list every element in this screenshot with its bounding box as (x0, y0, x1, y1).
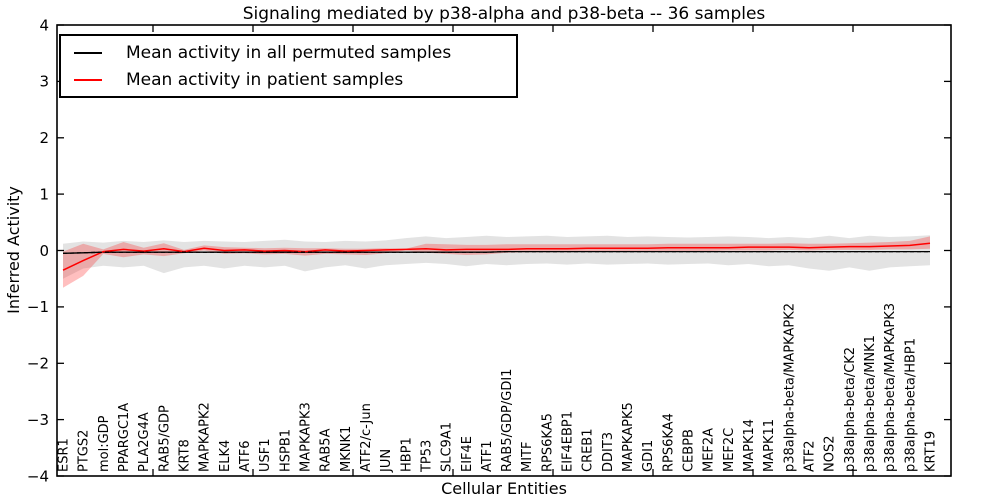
x-tick-label: CEBPB (682, 429, 697, 472)
x-tick-label: MAPK11 (762, 419, 777, 472)
legend-item-permuted: Mean activity in all permuted samples (74, 39, 516, 66)
y-tick-label: 1 (39, 185, 49, 203)
x-tick-label: RPS6KA4 (661, 413, 676, 472)
x-tick-label: EIF4EBP1 (561, 411, 576, 472)
x-tick-label: MITF (520, 442, 535, 472)
x-axis-label: Cellular Entities (441, 479, 567, 498)
y-tick-label: 4 (39, 16, 49, 34)
x-tick-label: HSPB1 (278, 429, 293, 472)
x-tick-label: RAB5/GDP (157, 405, 172, 472)
x-tick-label: p38alpha-beta/MNK1 (863, 335, 878, 472)
x-tick-label: ATF2 (803, 440, 818, 472)
legend-line-permuted-icon (74, 51, 102, 54)
legend-item-patient: Mean activity in patient samples (74, 66, 516, 93)
x-tick-label: RAB5/GDP/GDI1 (500, 369, 515, 472)
x-tick-label: JUN (379, 449, 394, 473)
x-tick-label: ATF1 (480, 440, 495, 472)
patient-mean-line (62, 242, 931, 271)
x-tick-label: KRT8 (177, 439, 192, 472)
x-tick-label: PLA2G4A (137, 412, 152, 472)
x-tick-label: MEF2A (702, 428, 717, 472)
x-tick-label: p38alpha-beta/MAPKAPK2 (782, 303, 797, 472)
x-tick-label: RAB5A (319, 428, 334, 472)
legend-label-permuted: Mean activity in all permuted samples (126, 42, 452, 63)
x-tick-label: PTGS2 (77, 430, 92, 472)
x-tick-label: MKNK1 (339, 426, 354, 472)
y-tick-label: 0 (39, 242, 49, 260)
chart-title: Signaling mediated by p38-alpha and p38-… (242, 4, 766, 24)
permuted-mean-line-dash (62, 250, 930, 254)
x-tick-label: MEF2C (722, 428, 737, 472)
x-tick-label: SLC9A1 (440, 422, 455, 472)
x-tick-label: MAPK14 (742, 419, 757, 472)
legend: Mean activity in all permuted samples Me… (59, 34, 518, 98)
x-tick-label: TP53 (419, 440, 434, 473)
y-tick-label: 2 (39, 129, 49, 147)
y-tick-label: −1 (27, 298, 49, 316)
x-tick-label: USF1 (258, 438, 273, 472)
x-tick-label: CREB1 (581, 428, 596, 472)
x-tick-label: NOS2 (823, 436, 838, 472)
y-tick-label: −3 (27, 411, 49, 429)
x-tick-label: MAPKAPK2 (198, 402, 213, 472)
legend-label-patient: Mean activity in patient samples (126, 69, 404, 90)
x-tick-label: RPS6KA5 (540, 413, 555, 472)
x-tick-label: ATF2/c-Jun (359, 403, 374, 472)
legend-line-patient-icon (74, 78, 102, 81)
x-tick-label: p38alpha-beta/MAPKAPK3 (883, 303, 898, 472)
y-axis-label: Inferred Activity (4, 186, 23, 314)
x-tick-label: ATF6 (238, 440, 253, 472)
x-tick-label: p38alpha-beta/HBP1 (903, 338, 918, 472)
x-tick-label: GDI1 (641, 440, 656, 472)
y-tick-label: −4 (27, 467, 49, 485)
x-tick-label: HBP1 (399, 437, 414, 472)
x-tick-label: ESR1 (57, 438, 72, 472)
x-tick-label: DDIT3 (601, 432, 616, 472)
x-tick-label: MAPKAPK3 (298, 402, 313, 472)
x-tick-label: ELK4 (218, 440, 233, 472)
patient-confidence-band (63, 236, 930, 288)
y-tick-label: −2 (27, 355, 49, 373)
x-tick-label: mol:GDP (97, 415, 112, 472)
x-tick-label: EIF4E (460, 436, 475, 472)
x-tick-label: KRT19 (924, 431, 939, 472)
x-tick-label: PPARGC1A (117, 403, 132, 472)
permuted-confidence-band (63, 235, 930, 279)
x-tick-label: p38alpha-beta/CK2 (843, 347, 858, 472)
x-tick-label: MAPKAPK5 (621, 402, 636, 472)
y-tick-label: 3 (39, 73, 49, 91)
